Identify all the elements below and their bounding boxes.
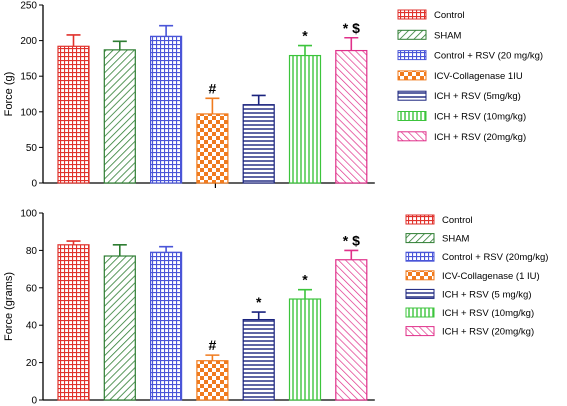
legend-swatch [397,70,427,81]
error-bar-4 [205,354,220,361]
legend-swatch [397,90,427,101]
significance-label: * [256,294,262,310]
bar-1 [57,45,90,184]
bar-4 [196,113,229,184]
y-tick-label: 80 [26,246,38,257]
legend-label: SHAM [442,234,470,245]
y-tick-label: 50 [26,143,38,154]
y-tick-label: 150 [20,72,37,83]
error-bar-7 [344,36,359,51]
bar-6 [288,54,322,184]
legend-label: ICV-Collagenase (1 IU) [442,271,540,282]
error-bar-1 [66,240,81,245]
y-axis-label: Force (grams) [3,272,15,341]
error-bar-3 [159,245,174,253]
legend-label: SHAM [434,30,462,41]
legend-swatch [405,288,435,299]
significance-label: * [302,272,308,288]
legend-label: ICH + RSV (5mg/kg) [434,91,521,102]
bar-5 [242,104,275,184]
legend-swatch [397,131,427,142]
y-tick-label: 100 [20,107,37,118]
significance-label: # [209,80,217,96]
y-tick-label: 20 [26,358,38,369]
chart-top: 0 50 100 150 200 250 Force (g) # * * $ Control SHAM… [3,1,543,190]
error-bar-2 [112,243,127,257]
legend-swatch [405,270,435,281]
legend-swatch [405,214,435,225]
error-bar-5 [251,311,266,320]
legend-label: Control [434,10,465,21]
bar-5 [242,318,275,401]
bar-3 [150,251,183,401]
error-bar-1 [66,34,81,47]
y-tick-label: 0 [31,396,37,406]
error-bar-6 [298,288,312,300]
bar-2 [103,255,136,401]
legend-label: ICH + RSV (20mg/kg) [434,132,526,143]
legend-swatch [405,233,435,244]
legend-swatch [397,9,427,20]
y-tick-label: 60 [26,283,38,294]
y-tick-label: 0 [31,179,37,190]
legend-swatch [405,326,435,337]
legend-label: ICH + RSV (10mg/kg) [442,308,534,319]
legend-swatch [397,29,427,40]
chart-bottom: 0 20 40 60 80 100 Force (grams) # * * * $ Control SH… [3,209,548,406]
legend-label: ICH + RSV (10mg/kg) [434,112,526,123]
bar-7 [335,49,368,184]
legend-swatch [405,251,435,262]
significance-label: * [302,28,308,44]
significance-label: * $ [343,20,360,36]
legend-label: ICV-Collagenase 1IU [434,71,523,82]
error-bar-7 [344,249,359,260]
error-bar-3 [159,24,174,37]
bar-3 [150,35,183,184]
legend-label: ICH + RSV (20mg/kg) [442,327,534,338]
error-bar-5 [251,94,266,105]
bar-1 [57,244,90,401]
error-bar-6 [298,44,312,56]
legend-label: Control [442,215,473,226]
bar-7 [335,259,368,401]
y-tick-label: 200 [20,36,37,47]
significance-label: # [209,337,217,353]
legend-label: ICH + RSV (5 mg/kg) [442,289,531,300]
y-tick-label: 250 [20,1,37,12]
bar-6 [288,298,322,401]
bar-2 [103,49,136,184]
y-tick-label: 40 [26,321,38,332]
error-bar-4 [205,97,220,114]
legend-swatch [397,111,427,121]
legend-swatch [397,50,427,61]
significance-label: * $ [343,232,360,248]
bar-4 [196,360,229,401]
y-tick-label: 100 [20,209,37,220]
legend-swatch [405,307,435,318]
error-bar-2 [112,40,127,50]
y-axis-label: Force (g) [3,72,15,117]
legend-label: Control + RSV (20 mg/kg) [434,51,543,62]
legend-label: Control + RSV (20mg/kg) [442,252,548,263]
